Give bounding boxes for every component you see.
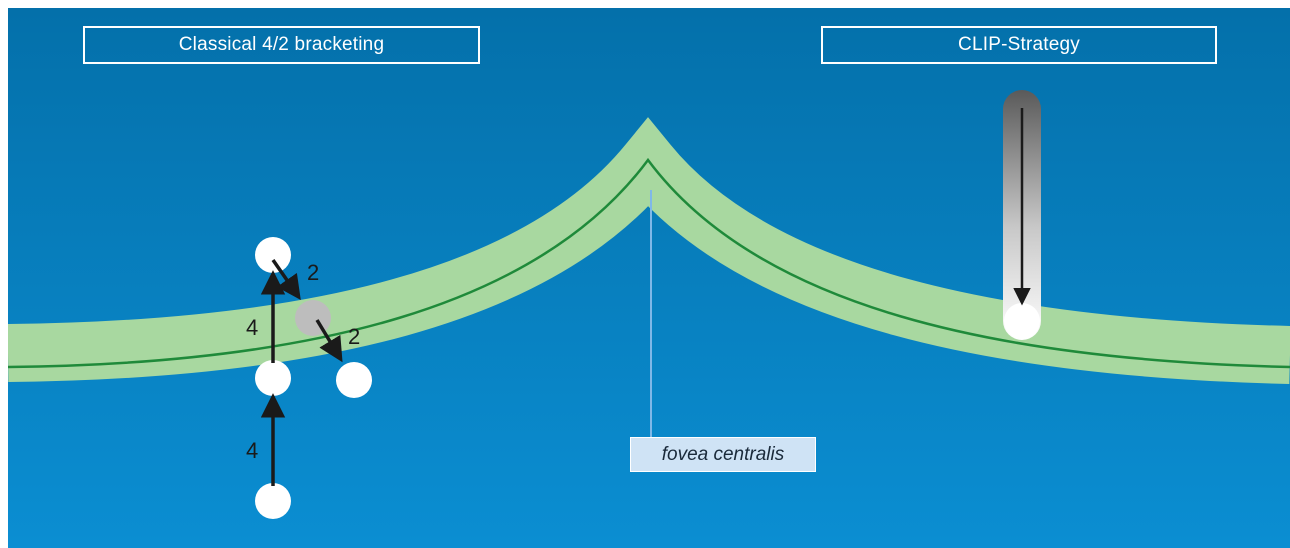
stimulus-start — [255, 483, 291, 519]
fovea-centralis-label: fovea centralis — [630, 437, 816, 472]
clip-strategy-title: CLIP-Strategy — [821, 26, 1217, 64]
step-label-4-lower: 4 — [246, 438, 258, 463]
stimulus-third — [255, 237, 291, 273]
clip-stimulus — [1004, 303, 1040, 339]
classical-bracketing-title: Classical 4/2 bracketing — [83, 26, 480, 64]
step-label-4-upper: 4 — [246, 315, 258, 340]
arrow-step-2-lower — [315, 319, 343, 363]
stimulus-gray — [295, 300, 331, 336]
stimulus-final — [336, 362, 372, 398]
arrow-step-2-upper — [271, 259, 301, 301]
step-label-2-lower: 2 — [348, 324, 360, 349]
stimulus-second — [255, 360, 291, 396]
diagram-canvas: 4 4 2 2 Classical 4/2 bracketing CLIP-St… — [8, 8, 1290, 548]
step-label-2-upper: 2 — [307, 260, 319, 285]
